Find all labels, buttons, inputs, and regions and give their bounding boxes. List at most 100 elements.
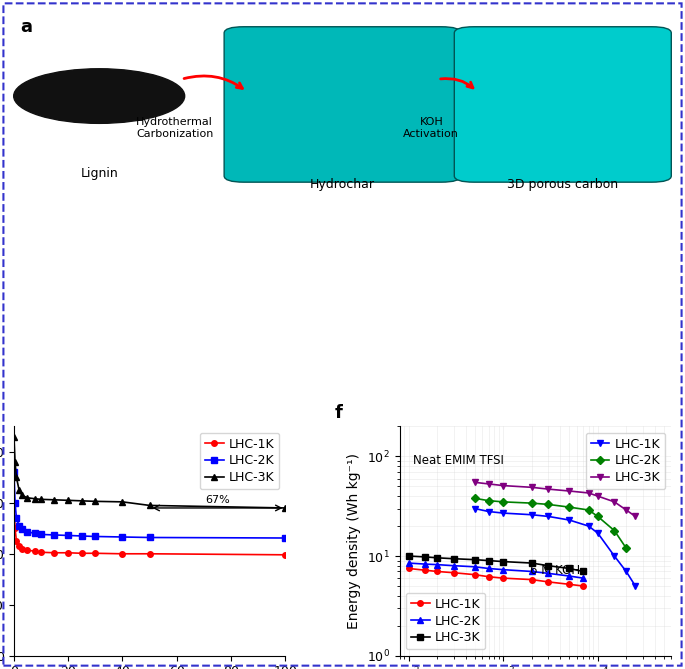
Line: LHC-3K: LHC-3K [11,434,288,510]
LHC-1K [484,573,493,581]
LHC-2K [10,468,18,476]
LHC-3K [527,559,536,567]
LHC-1K [610,552,619,560]
LHC-3K [584,489,593,497]
LHC-2K [23,528,32,536]
LHC-3K [433,554,441,562]
LHC-1K [622,567,630,575]
LHC-3K [51,496,59,504]
LHC-3K [23,494,32,502]
LHC-1K [32,547,40,555]
Text: a: a [21,18,32,36]
LHC-1K [77,549,86,557]
LHC-2K [433,561,441,569]
LHC-2K [77,532,86,540]
LHC-1K [145,550,153,558]
LHC-1K [282,551,290,559]
LHC-2K [282,534,290,542]
LHC-3K [622,506,630,514]
LHC-1K [37,549,45,557]
Text: Lignin: Lignin [80,167,118,180]
LHC-1K [433,567,441,575]
Legend: LHC-1K, LHC-2K, LHC-3K: LHC-1K, LHC-2K, LHC-3K [406,593,485,650]
LHC-3K [544,562,552,570]
LHC-3K [91,497,99,505]
LHC-1K [471,571,479,579]
LHC-3K [32,495,40,503]
LHC-2K [527,499,536,507]
LHC-3K [565,487,573,495]
LHC-3K [15,486,23,494]
LHC-3K [565,565,573,573]
LHC-3K [10,433,18,441]
LHC-2K [484,565,493,573]
LHC-3K [632,512,640,520]
LHC-3K [405,552,413,560]
LHC-2K [15,522,23,530]
LHC-1K [405,565,413,573]
LHC-1K [51,549,59,557]
Text: 67%: 67% [205,495,230,505]
LHC-1K [18,545,26,553]
LHC-2K [584,506,593,514]
Text: Neat EMIM TFSI: Neat EMIM TFSI [413,454,504,467]
LHC-3K [18,491,26,499]
LHC-1K [12,537,21,545]
LHC-2K [527,567,536,575]
Text: KOH
Activation: KOH Activation [403,117,459,138]
LHC-3K [11,458,19,466]
Text: c: c [247,247,257,265]
LHC-1K [499,509,508,517]
Line: LHC-3K: LHC-3K [406,553,586,574]
Text: Hydrochar: Hydrochar [310,177,375,191]
LHC-2K [499,498,508,506]
LHC-3K [579,567,587,575]
Y-axis label: Energy density (Wh kg⁻¹): Energy density (Wh kg⁻¹) [347,453,361,629]
Text: 3D porous carbon: 3D porous carbon [507,177,619,191]
LHC-1K [450,569,458,577]
LHC-1K [584,522,593,530]
LHC-1K [499,574,508,582]
LHC-2K [18,525,26,533]
LHC-2K [51,531,59,539]
LHC-1K [23,546,32,554]
LHC-1K [632,582,640,590]
LHC-1K [15,542,23,550]
LHC-2K [499,566,508,574]
Legend: LHC-1K, LHC-2K, LHC-3K: LHC-1K, LHC-2K, LHC-3K [200,433,279,489]
LHC-1K [544,512,552,520]
LHC-2K [405,559,413,567]
LHC-2K [91,533,99,541]
LHC-3K [484,557,493,565]
LHC-1K [10,499,18,507]
LHC-3K [450,555,458,563]
LHC-2K [622,544,630,552]
LHC-2K [12,514,21,522]
LHC-1K [11,524,19,533]
LHC-3K [145,501,153,509]
LHC-2K [64,531,72,539]
Text: d: d [469,247,482,265]
Circle shape [14,69,185,123]
LHC-2K [145,533,153,541]
LHC-1K [471,504,479,512]
LHC-1K [565,516,573,524]
FancyBboxPatch shape [454,27,671,182]
LHC-3K [471,556,479,564]
LHC-3K [119,498,127,506]
LHC-3K [37,495,45,503]
LHC-3K [484,480,493,488]
LHC-1K [527,510,536,518]
LHC-3K [499,557,508,565]
LHC-1K [119,550,127,558]
Text: 6 M KOH: 6 M KOH [530,564,580,577]
Text: f: f [334,404,342,422]
LHC-1K [544,578,552,586]
LHC-3K [471,478,479,486]
LHC-3K [610,498,619,506]
LHC-1K [594,529,602,537]
LHC-2K [594,512,602,520]
Line: LHC-2K: LHC-2K [472,496,629,551]
LHC-1K [91,549,99,557]
Text: Hydrothermal
Carbonization: Hydrothermal Carbonization [136,117,214,138]
